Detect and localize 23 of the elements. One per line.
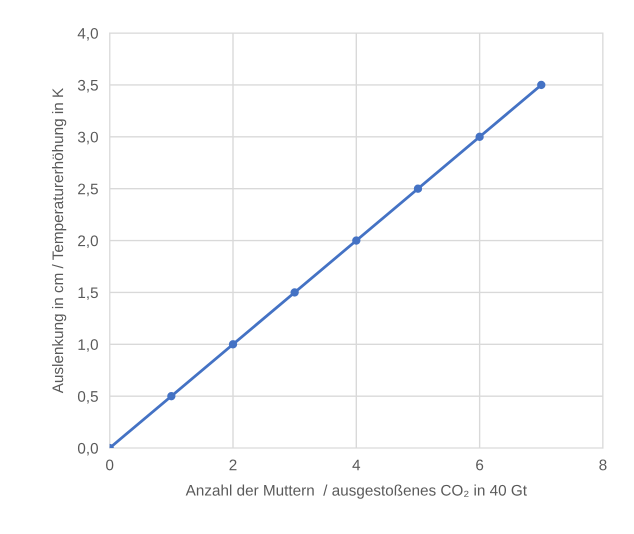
point [167,392,176,400]
point [290,288,299,297]
x-tick-label: 6 [476,460,484,470]
point [475,132,484,142]
y-tick-label: 0,0 [78,442,98,456]
y-tick-label: 2,5 [78,184,98,196]
y-tick-label: 3,0 [78,132,98,144]
x-tick-label: 8 [599,460,607,470]
y-tick-label: 1,5 [78,287,98,300]
y-tick-label: 0,5 [78,391,98,404]
x-tick-label: 2 [230,460,236,470]
x-tick-label: 0 [106,460,114,470]
point [228,340,238,348]
y-tick-label: 1,0 [78,339,98,352]
y-axis-title: Auslenkung in cm / Temperaturerhöhung in K [52,88,66,394]
y-tick-label: 4,0 [78,28,98,41]
point [414,184,422,193]
point [352,236,360,245]
point [537,80,546,90]
y-tick-label: 2,0 [78,235,98,248]
x-tick-label: 4 [352,460,360,470]
x-axis-title: Anzahl der Muttern / ausgestoßenes CO₂ in 40 Gt [186,484,527,499]
y-tick-label: 3,5 [78,80,98,92]
